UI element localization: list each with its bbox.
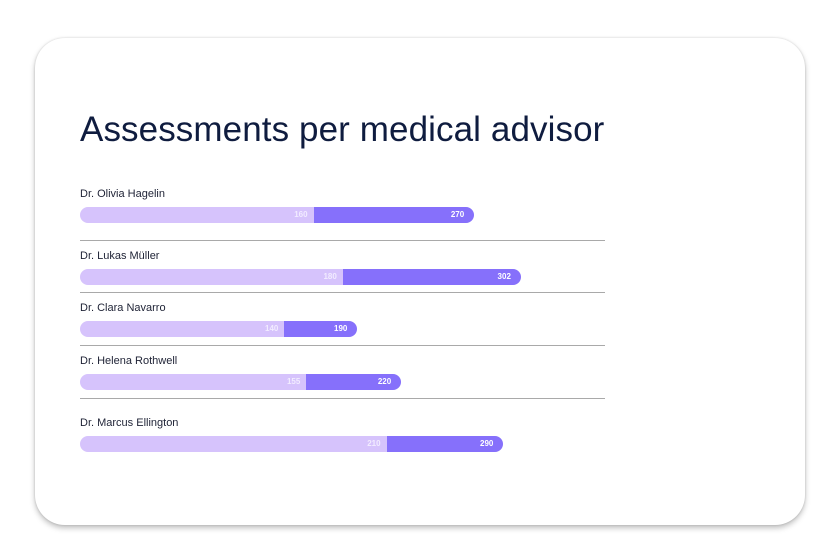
category-label: Dr. Olivia Hagelin [80,188,165,200]
bar-segment-2: 290 [386,436,504,452]
row-divider [80,345,605,346]
bar-segment-2: 302 [342,269,521,285]
bar-segment-1: 155 [80,374,307,390]
category-label: Dr. Helena Rothwell [80,355,178,367]
row-divider [80,398,605,399]
stacked-bar: 210 290 [80,436,605,452]
bar-segment-2: 220 [306,374,402,390]
chart-title: Assessments per medical advisor [80,110,605,149]
bar-row: Dr. Olivia Hagelin 160 270 [80,187,605,223]
bar-segment-2: 270 [313,207,475,223]
category-label: Dr. Clara Navarro [80,302,166,314]
row-divider [80,292,605,293]
stacked-bar: 140 190 [80,321,605,337]
bar-segment-1: 180 [80,269,343,285]
bar-row: Dr. Lukas Müller 180 302 [80,249,605,285]
bar-segment-1: 140 [80,321,285,337]
bar-segment-1: 160 [80,207,314,223]
bar-row: Dr. Helena Rothwell 155 220 [80,354,605,390]
row-divider [80,240,605,241]
stacked-bar: 155 220 [80,374,605,390]
stacked-bar: 160 270 [80,207,605,223]
category-label: Dr. Lukas Müller [80,250,160,262]
bar-row: Dr. Marcus Ellington 210 290 [80,416,605,452]
category-label: Dr. Marcus Ellington [80,417,179,429]
bar-row: Dr. Clara Navarro 140 190 [80,301,605,337]
bar-segment-2: 190 [284,321,358,337]
stacked-bar: 180 302 [80,269,605,285]
bar-segment-1: 210 [80,436,387,452]
